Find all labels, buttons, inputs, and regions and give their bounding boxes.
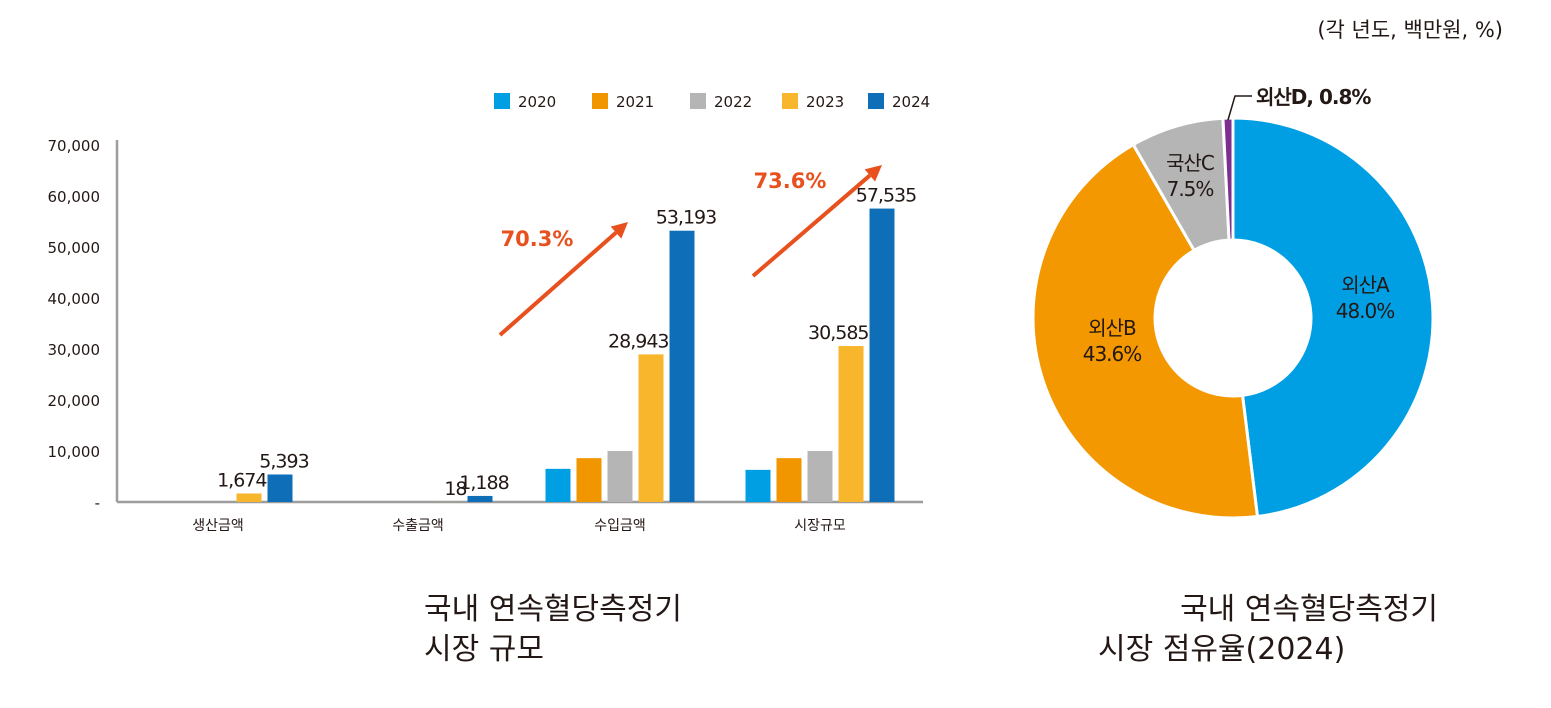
bar-2024-시장규모 (869, 208, 895, 502)
pie-title-line-2: 시장 점유율(2024) (1098, 632, 1346, 667)
legend-swatch-2020 (494, 93, 510, 109)
unit-note: (각 년도, 백만원, %) (1317, 18, 1503, 42)
legend-label: 2020 (518, 93, 556, 111)
legend-swatch-2021 (592, 93, 608, 109)
bar-2023-시장규모 (838, 346, 864, 502)
bar-2020-시장규모 (745, 469, 771, 502)
y-tick-label: 10,000 (48, 443, 101, 461)
data-label: 28,943 (608, 330, 668, 352)
legend-swatch-2022 (690, 93, 706, 109)
x-tick-label: 생산금액 (192, 518, 244, 534)
slice-label: 외산B (1088, 316, 1136, 340)
growth-arrow-line (751, 173, 872, 278)
pie-title-line-1: 국내 연속혈당측정기 (1180, 592, 1438, 627)
growth-label: 73.6% (754, 169, 827, 193)
slice-label-outside: 외산D, 0.8% (1256, 85, 1371, 109)
legend-label: 2021 (616, 93, 654, 111)
x-tick-label: 수입금액 (594, 518, 646, 534)
data-label: 1,674 (217, 469, 267, 491)
slice-label: 외산A (1341, 273, 1390, 297)
bar-2020-수입금액 (545, 468, 571, 502)
legend-label: 2023 (806, 93, 844, 111)
y-tick-label: 40,000 (48, 290, 101, 308)
bar-chart-title: 국내 연속혈당측정기 시장 규모 (424, 590, 682, 670)
bar-2022-시장규모 (807, 451, 833, 502)
data-label: 57,535 (856, 185, 916, 207)
x-tick-label: 시장규모 (794, 518, 846, 534)
pie-chart-title: 국내 연속혈당측정기 시장 점유율(2024) (1098, 590, 1438, 670)
bar-2021-수입금액 (576, 458, 602, 502)
donut-slice-외산A (1231, 116, 1435, 519)
growth-label: 70.3% (501, 227, 574, 251)
growth-arrow-line (498, 231, 618, 337)
x-tick-label: 수출금액 (392, 518, 444, 534)
bar-2022-수입금액 (607, 451, 633, 502)
donut-slice-외산B (1031, 142, 1260, 520)
y-tick-label: 50,000 (48, 239, 101, 257)
slice-value: 7.5% (1167, 177, 1214, 201)
y-tick-label: 70,000 (48, 137, 101, 155)
leader-line (1227, 95, 1252, 121)
data-label: 5,393 (259, 450, 308, 472)
bar-2024-생산금액 (267, 474, 293, 502)
slice-value: 48.0% (1336, 299, 1395, 323)
legend-label: 2022 (714, 93, 752, 111)
y-tick-label: 60,000 (48, 188, 101, 206)
bar-2023-수입금액 (638, 354, 664, 502)
growth-arrow-head (610, 222, 628, 239)
data-label: 30,585 (808, 322, 868, 344)
bar-title-line-2: 시장 규모 (424, 632, 544, 667)
bar-title-line-1: 국내 연속혈당측정기 (424, 592, 682, 627)
data-label: 18 (444, 478, 466, 500)
y-tick-label: 30,000 (48, 341, 101, 359)
bar-2024-수입금액 (669, 230, 695, 502)
donut-slice-외산D (1221, 116, 1235, 242)
legend-label: 2024 (892, 93, 930, 111)
growth-arrow-head (864, 165, 882, 182)
data-label: 53,193 (656, 207, 716, 229)
slice-label: 국산C (1166, 151, 1214, 175)
slice-value: 43.6% (1083, 342, 1142, 366)
legend-swatch-2024 (868, 93, 884, 109)
bar-2024-수출금액 (467, 495, 493, 502)
bar-2021-시장규모 (776, 458, 802, 502)
y-tick-label: 20,000 (48, 392, 101, 410)
legend-swatch-2023 (782, 93, 798, 109)
y-tick-label: - (95, 494, 100, 512)
data-label: 1,188 (459, 472, 508, 494)
bar-2023-생산금액 (236, 493, 262, 502)
